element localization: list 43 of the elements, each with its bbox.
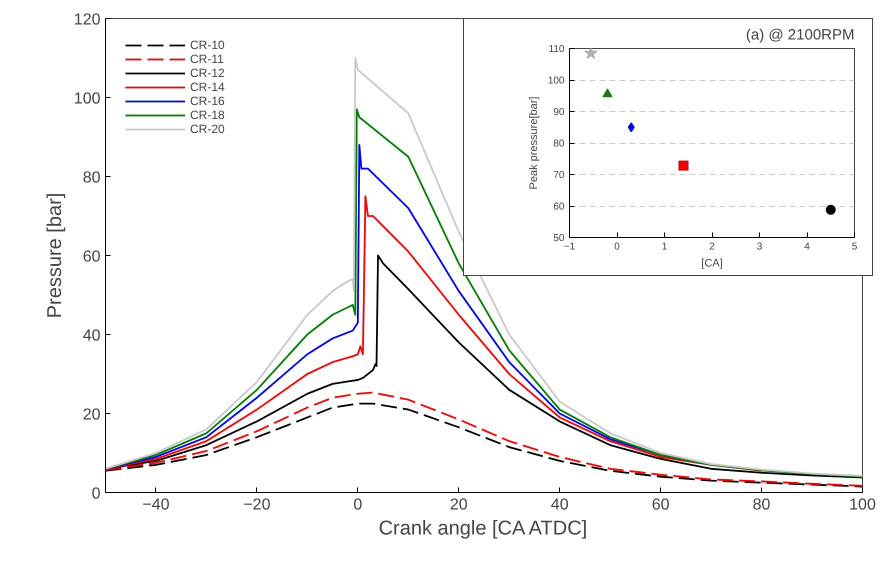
y-tick-label: 40 [82, 328, 101, 344]
legend-label: CR-18 [190, 108, 225, 122]
x-tick-label: 4 [804, 242, 810, 252]
y-tick-label: 90 [553, 107, 565, 118]
point [826, 204, 836, 215]
y-tick-label: 0 [92, 486, 101, 502]
point [678, 160, 688, 171]
x-tick-label: 100 [849, 496, 876, 514]
x-tick-label: 0 [353, 496, 362, 514]
y-tick-label: 100 [548, 76, 565, 86]
y-axis-title: Pressure [bar] [44, 192, 66, 318]
y-tick-label: 20 [82, 406, 101, 424]
legend-label: CR-20 [190, 122, 225, 136]
legend-label: CR-12 [190, 66, 225, 80]
legend-label: CR-16 [190, 94, 225, 108]
y-tick-label: 100 [74, 90, 101, 108]
x-tick-label: 0 [614, 242, 620, 252]
y-tick-label: 110 [548, 44, 565, 55]
x-axis-title: [CA] [701, 258, 723, 270]
point [584, 48, 598, 59]
y-tick-label: 120 [74, 12, 101, 28]
y-tick-label: 80 [82, 170, 101, 186]
y-tick-label: 80 [553, 138, 565, 150]
x-tick-label: −1 [564, 242, 576, 252]
legend-label: CR-11 [190, 52, 224, 66]
y-tick-label: 50 [553, 233, 565, 244]
x-tick-label: −40 [142, 496, 170, 514]
y-axis-title: Peak pressure[bar] [528, 96, 540, 190]
x-tick-label: 20 [450, 496, 468, 514]
y-tick-label: 60 [553, 202, 565, 212]
legend-label: CR-14 [190, 80, 225, 94]
x-tick-label: 80 [752, 496, 771, 514]
chart-title: (a) @ 2100RPM [746, 26, 855, 44]
y-tick-label: 70 [553, 170, 565, 181]
legend-label: CR-10 [190, 38, 225, 52]
x-tick-label: 2 [709, 242, 716, 252]
x-tick-label: 1 [662, 242, 668, 252]
x-axis-title: Crank angle [CA ATDC] [378, 518, 588, 540]
x-tick-label: −20 [243, 496, 271, 514]
x-tick-label: 3 [756, 242, 763, 252]
point [628, 122, 635, 132]
x-tick-label: 60 [652, 496, 670, 514]
x-tick-label: 5 [852, 242, 858, 252]
